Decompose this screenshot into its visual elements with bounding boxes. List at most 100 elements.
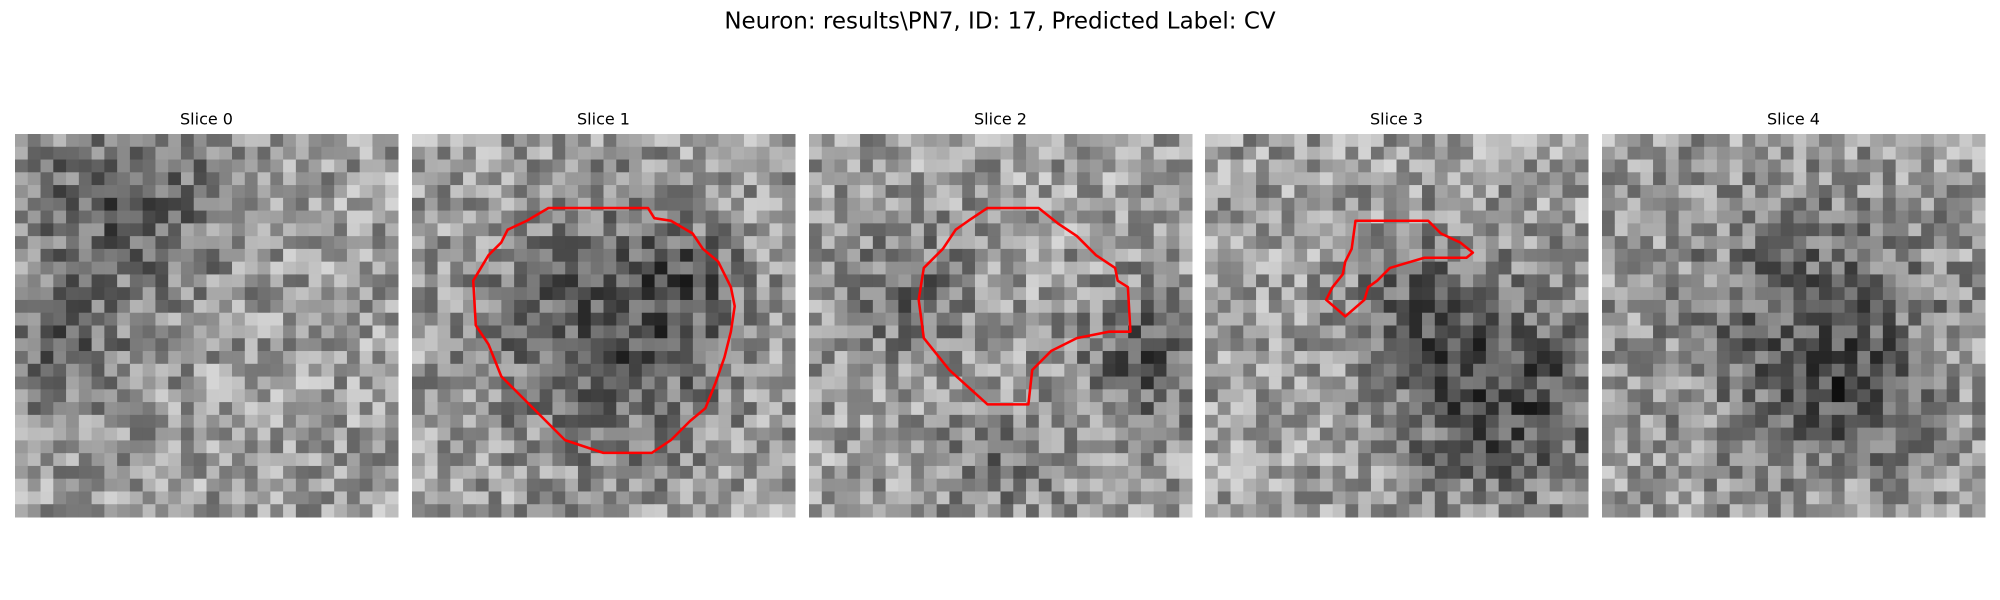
pixel xyxy=(514,376,528,390)
pixel xyxy=(244,491,259,505)
pixel xyxy=(1614,312,1629,326)
pixel xyxy=(667,274,681,288)
pixel xyxy=(206,427,220,441)
pixel xyxy=(155,465,169,480)
pixel xyxy=(359,159,373,173)
pixel xyxy=(552,159,566,173)
pixel xyxy=(78,210,93,224)
pixel xyxy=(1549,402,1563,416)
pixel xyxy=(1549,248,1563,263)
pixel xyxy=(629,402,643,416)
pixel xyxy=(1691,427,1705,441)
pixel xyxy=(385,389,399,403)
pixel xyxy=(244,351,259,365)
pixel xyxy=(1115,440,1129,454)
pixel xyxy=(756,287,770,301)
pixel xyxy=(872,134,887,148)
pixel xyxy=(1434,427,1449,441)
pixel xyxy=(590,274,604,288)
pixel xyxy=(437,389,451,403)
pixel xyxy=(769,223,783,237)
pixel xyxy=(987,248,1001,263)
pixel xyxy=(1140,248,1155,263)
pixel xyxy=(552,248,566,263)
pixel xyxy=(782,312,796,326)
pixel xyxy=(193,197,207,212)
pixel xyxy=(372,338,386,352)
pixel xyxy=(1755,465,1769,480)
pixel xyxy=(962,287,976,301)
pixel xyxy=(1767,414,1782,429)
pixel xyxy=(1396,414,1410,429)
pixel xyxy=(1051,312,1065,326)
pixel xyxy=(412,427,426,441)
pixel xyxy=(270,338,284,352)
pixel xyxy=(731,261,745,275)
pixel xyxy=(117,287,131,301)
pixel xyxy=(1243,146,1257,161)
pixel xyxy=(680,478,694,492)
pixel xyxy=(346,287,361,301)
pixel xyxy=(1793,312,1807,326)
pixel xyxy=(1243,236,1257,250)
pixel xyxy=(692,325,707,339)
pixel xyxy=(270,210,284,224)
pixel xyxy=(718,223,732,237)
pixel xyxy=(949,325,963,339)
pixel xyxy=(1051,248,1065,263)
pixel xyxy=(898,236,912,250)
pixel xyxy=(1678,236,1692,250)
pixel xyxy=(629,414,643,429)
pixel xyxy=(1243,389,1257,403)
pixel xyxy=(1819,338,1833,352)
pixel xyxy=(1549,287,1563,301)
pixel xyxy=(40,414,54,429)
pixel xyxy=(539,427,553,441)
pixel xyxy=(616,159,630,173)
pixel xyxy=(412,376,426,390)
pixel xyxy=(142,427,156,441)
pixel xyxy=(936,376,950,390)
pixel xyxy=(1844,338,1858,352)
pixel xyxy=(834,210,848,224)
pixel xyxy=(180,402,195,416)
pixel xyxy=(1562,363,1576,378)
pixel xyxy=(450,287,464,301)
pixel xyxy=(219,376,233,390)
pixel xyxy=(821,453,836,467)
pixel xyxy=(334,376,348,390)
pixel xyxy=(603,389,617,403)
pixel xyxy=(552,312,566,326)
pixel xyxy=(168,389,182,403)
pixel xyxy=(1498,299,1512,314)
pixel xyxy=(1230,453,1244,467)
pixel xyxy=(1780,351,1794,365)
pixel xyxy=(104,338,118,352)
pixel xyxy=(359,274,373,288)
pixel xyxy=(1882,351,1897,365)
pixel xyxy=(53,185,67,199)
pixel xyxy=(1064,389,1078,403)
pixel xyxy=(1294,389,1308,403)
pixel xyxy=(168,172,182,186)
pixel xyxy=(15,376,29,390)
pixel xyxy=(629,287,643,301)
pixel xyxy=(1895,159,1909,173)
pixel xyxy=(78,491,93,505)
pixel xyxy=(244,172,259,186)
pixel xyxy=(1026,274,1040,288)
pixel xyxy=(809,159,823,173)
pixel xyxy=(53,414,67,429)
pixel xyxy=(1780,159,1794,173)
pixel xyxy=(1064,478,1078,492)
pixel xyxy=(1013,465,1027,480)
pixel xyxy=(1383,440,1397,454)
pixel xyxy=(1511,134,1525,148)
pixel xyxy=(898,325,912,339)
pixel xyxy=(1498,453,1512,467)
pixel xyxy=(616,172,630,186)
pixel xyxy=(1755,427,1769,441)
pixel xyxy=(412,236,426,250)
pixel xyxy=(66,197,80,212)
pixel xyxy=(346,236,361,250)
